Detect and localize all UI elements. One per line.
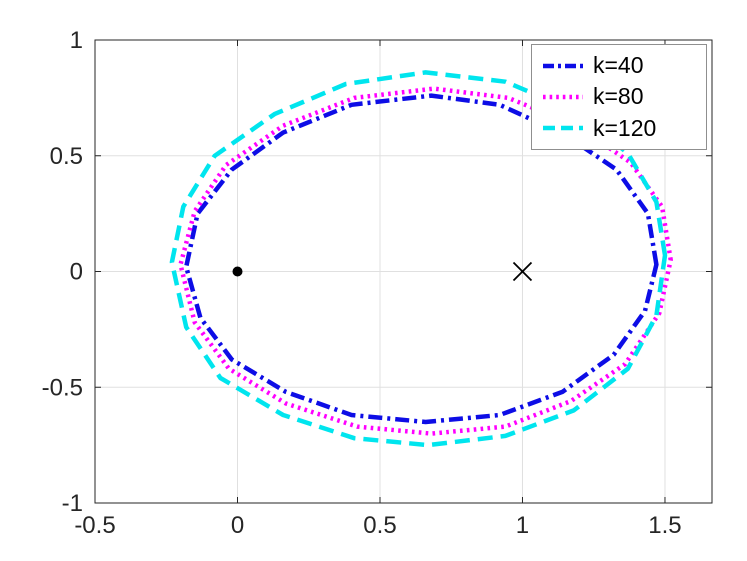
legend-label-k40: k=40 bbox=[593, 52, 644, 78]
legend-row-k120: k=120 bbox=[532, 113, 706, 144]
x-tick-label: 0 bbox=[231, 512, 244, 539]
y-tick-label: 1 bbox=[70, 27, 83, 54]
origin-point-marker bbox=[232, 266, 243, 277]
legend-line-sample-k120 bbox=[543, 125, 583, 131]
y-tick-label: -0.5 bbox=[42, 374, 83, 401]
legend-label-k80: k=80 bbox=[593, 83, 644, 110]
x-tick-label: -0.5 bbox=[74, 512, 115, 539]
curve-k=120 bbox=[169, 70, 668, 448]
x-tick-label: 1.5 bbox=[648, 512, 681, 539]
legend-label-k120: k=120 bbox=[593, 114, 657, 141]
x-tick-label: 0.5 bbox=[363, 512, 396, 539]
legend-line-sample-k40 bbox=[543, 63, 583, 68]
x-marker-stroke bbox=[512, 261, 533, 282]
legend-row-k40: k=40 bbox=[532, 50, 706, 81]
y-tick-label: 0 bbox=[70, 259, 83, 286]
x-tick-label: 1 bbox=[516, 512, 529, 539]
legend-line-sample-k80 bbox=[543, 94, 583, 100]
legend: k=40 k=80 k=120 bbox=[531, 44, 707, 150]
y-tick-label: 0.5 bbox=[50, 143, 83, 170]
legend-row-k80: k=80 bbox=[532, 81, 706, 112]
y-tick-label: -1 bbox=[62, 490, 83, 517]
